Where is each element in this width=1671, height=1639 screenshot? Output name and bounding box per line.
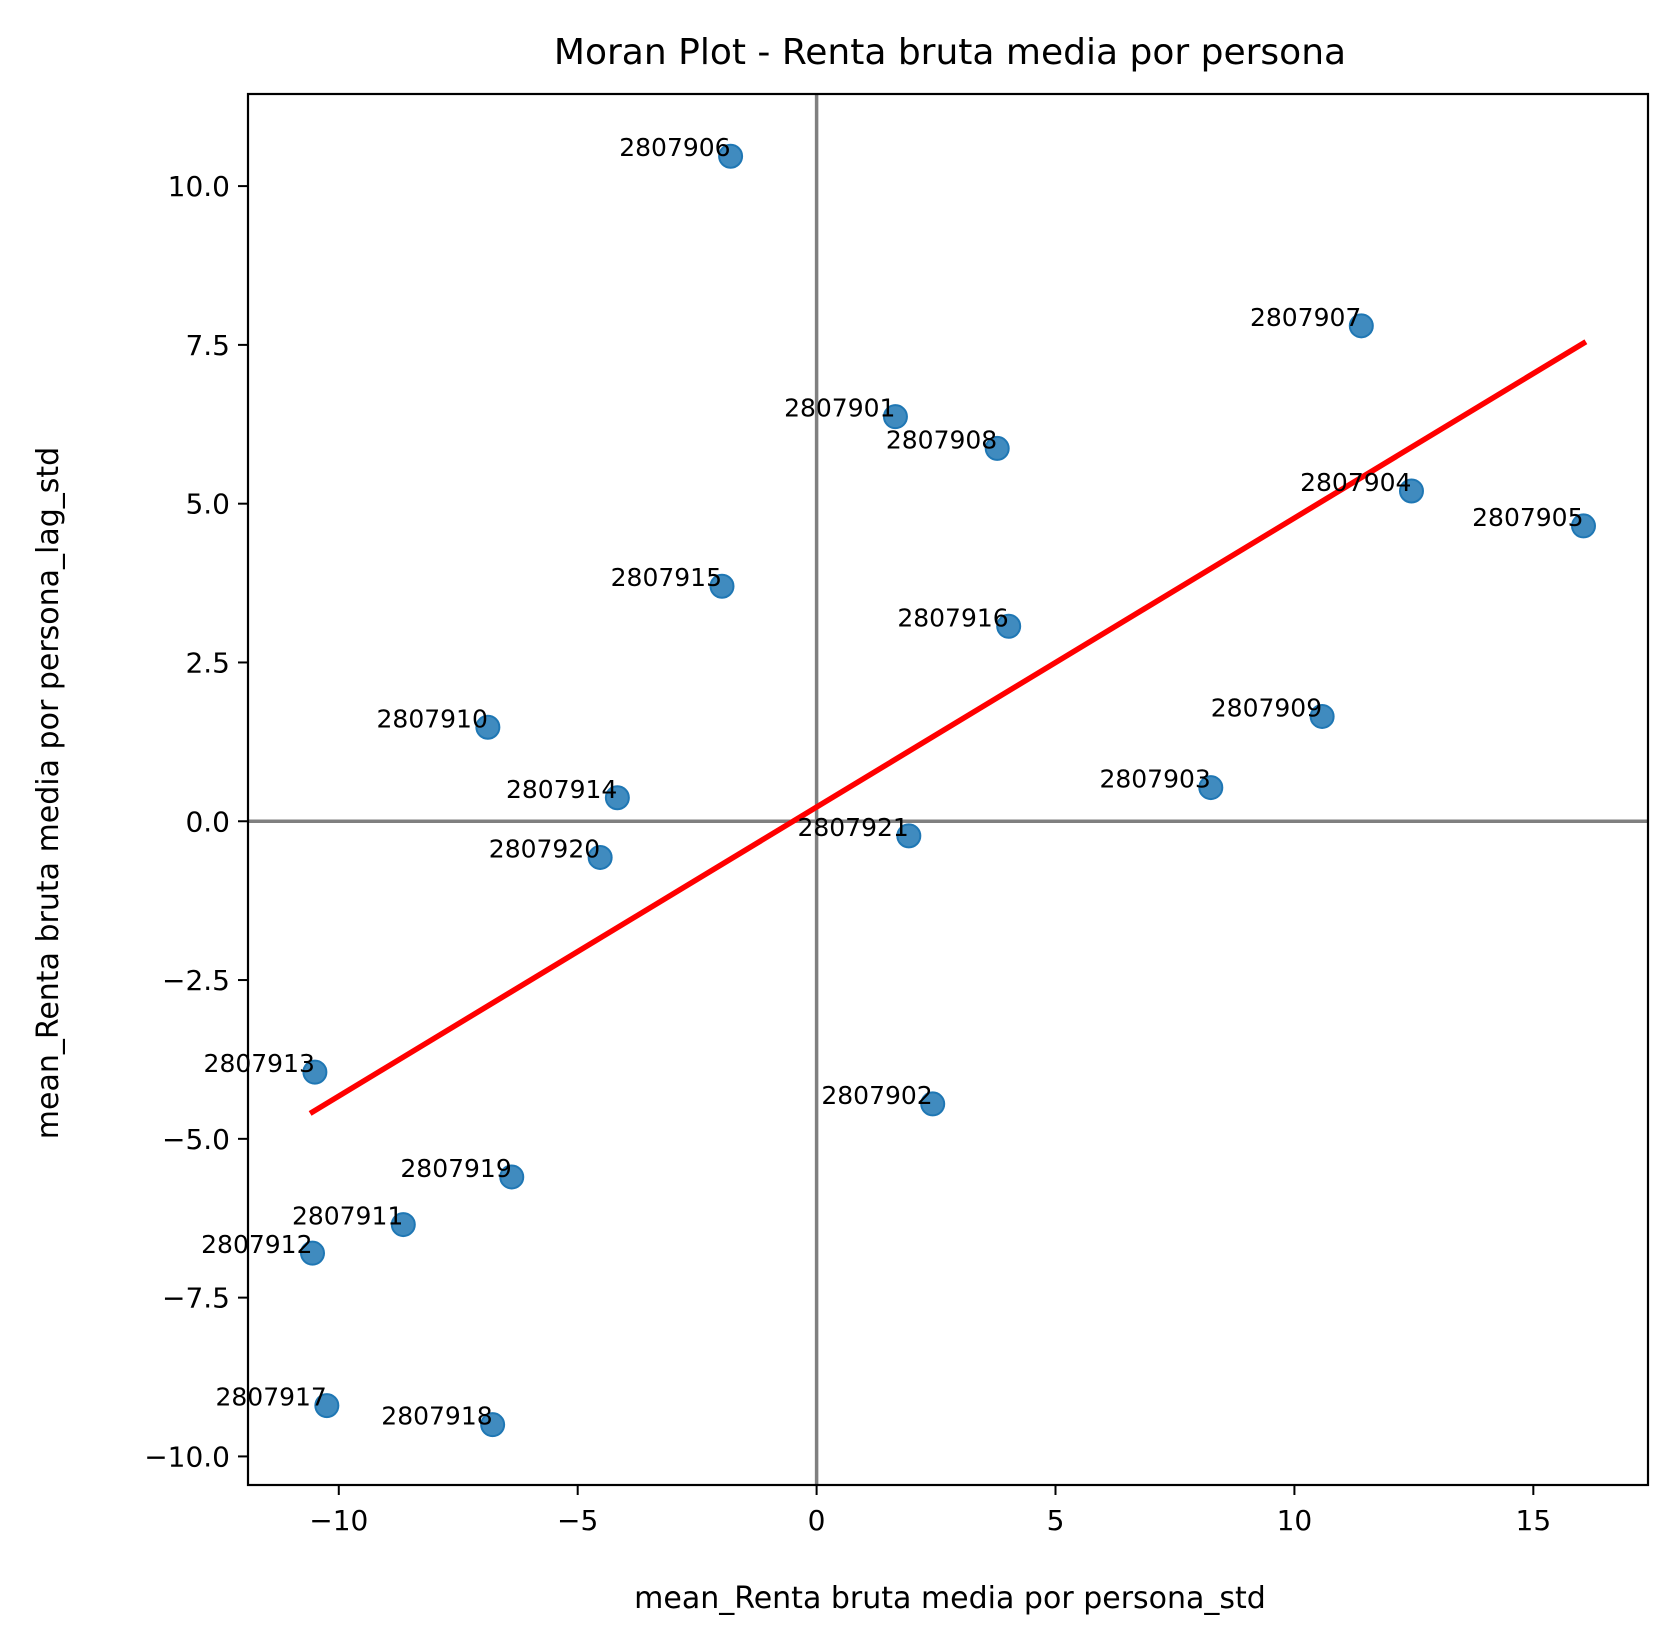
point-label: 2807901 (784, 394, 895, 423)
plot-frame (246, 92, 1650, 1487)
data-point (499, 1164, 525, 1190)
data-point (1348, 313, 1374, 339)
data-point (314, 1393, 340, 1419)
point-label: 2807915 (611, 563, 722, 592)
y-tick-label: −7.5 (162, 1282, 230, 1315)
y-tick-label: 7.5 (185, 329, 230, 362)
data-point (587, 844, 613, 870)
y-tick-label: 0.0 (185, 805, 230, 838)
y-tick-label: 10.0 (168, 170, 230, 203)
data-point (475, 714, 501, 740)
point-label: 2807918 (381, 1402, 492, 1431)
axes: −10 −5 0 5 10 15 −10.0 −7.5 −5.0 −2.5 0.0 2.5 5.0 7.5… (144, 92, 1650, 1537)
y-tick-label: −2.5 (162, 964, 230, 997)
y-tick-label: −5.0 (162, 1123, 230, 1156)
point-label: 2807916 (897, 603, 1008, 632)
data-point (1309, 703, 1335, 729)
point-label: 2807913 (204, 1049, 315, 1078)
y-tick-label: −10.0 (144, 1440, 230, 1473)
x-tick-label: 15 (1516, 1504, 1552, 1537)
x-axis-label: mean_Renta bruta media por persona_std (634, 1581, 1266, 1616)
point-label: 2807914 (506, 775, 617, 804)
point-label: 2807909 (1211, 693, 1322, 722)
x-tick-label: −10 (309, 1504, 368, 1537)
point-label: 2807908 (886, 425, 997, 454)
data-point (709, 573, 735, 599)
plot-area: 2807901 2807902 2807903 2807904 2807905 28079… (201, 94, 1648, 1485)
x-tick-label: −5 (557, 1504, 598, 1537)
point-label: 2807917 (215, 1383, 326, 1412)
x-tick-label: 5 (1047, 1504, 1065, 1537)
data-point (1198, 775, 1224, 801)
point-label: 2807920 (489, 834, 600, 863)
y-tick-label: 2.5 (185, 646, 230, 679)
data-point (480, 1412, 506, 1438)
point-label: 2807912 (201, 1230, 312, 1259)
data-point (390, 1212, 416, 1238)
data-point (1398, 478, 1424, 504)
data-point (896, 823, 922, 849)
point-label: 2807903 (1099, 765, 1210, 794)
data-point (984, 435, 1010, 461)
x-tick-label: 10 (1277, 1504, 1313, 1537)
point-label: 2807902 (821, 1081, 932, 1110)
point-label: 2807906 (619, 133, 730, 162)
data-point (604, 785, 630, 811)
point-label: 2807905 (1472, 503, 1583, 532)
data-point (996, 613, 1022, 639)
point-label: 2807910 (377, 704, 488, 733)
data-point (1570, 513, 1596, 539)
y-axis-label: mean_Renta bruta media por persona_lag_s… (31, 447, 66, 1139)
data-point (300, 1240, 326, 1266)
data-point (718, 143, 744, 169)
data-point (302, 1059, 328, 1085)
regression-line (308, 339, 1588, 1116)
point-label: 2807919 (400, 1154, 511, 1183)
x-tick-label: 0 (808, 1504, 826, 1537)
point-label: 2807904 (1300, 468, 1411, 497)
data-point (920, 1091, 946, 1117)
point-label: 2807911 (292, 1202, 403, 1231)
data-point (882, 404, 908, 430)
y-tick-label: 5.0 (185, 488, 230, 521)
point-label: 2807907 (1250, 303, 1361, 332)
chart-title: Moran Plot - Renta bruta media por perso… (554, 32, 1346, 73)
point-label: 2807921 (797, 813, 908, 842)
